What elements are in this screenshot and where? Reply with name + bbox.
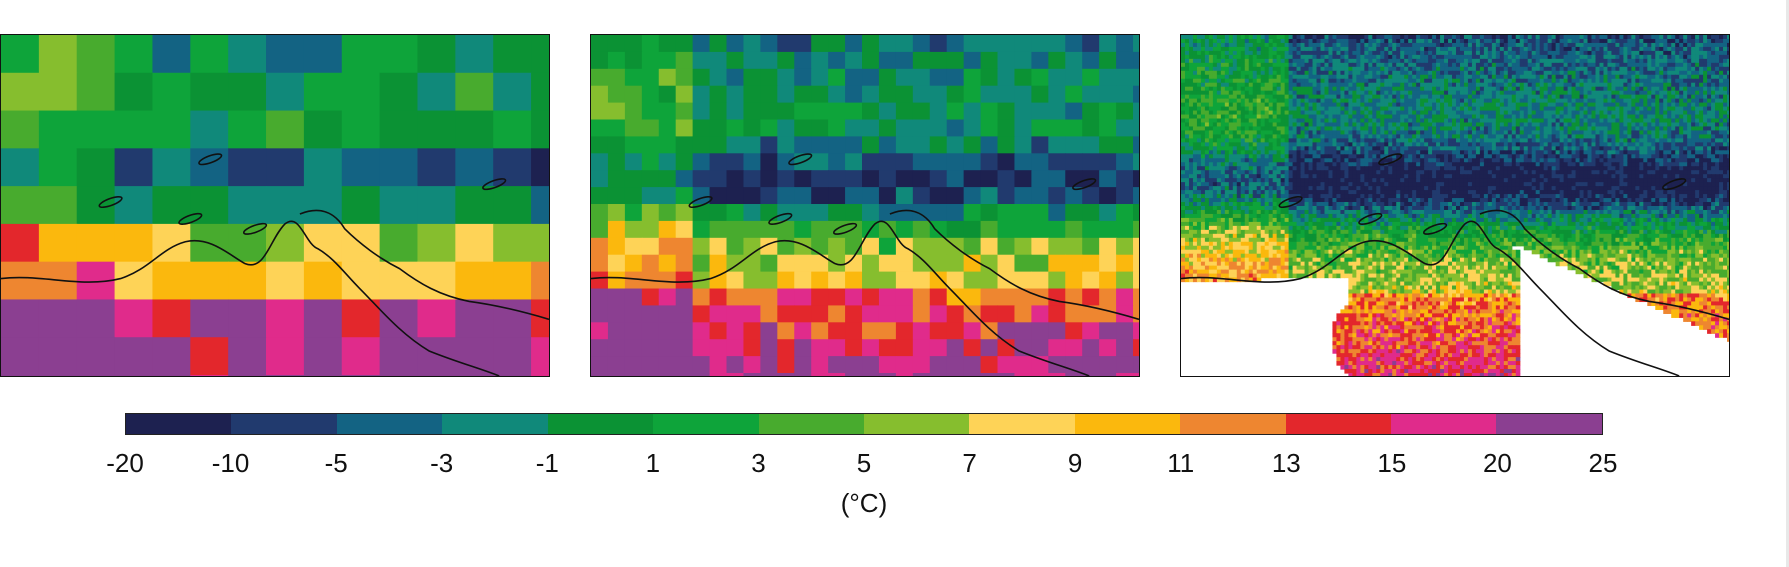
colorbar-segment <box>1286 414 1391 434</box>
colorbar-tick: 5 <box>857 448 871 479</box>
colorbar-tick: -5 <box>325 448 348 479</box>
colorbar-segment <box>653 414 758 434</box>
colorbar-segment <box>337 414 442 434</box>
colorbar-segment <box>1075 414 1180 434</box>
colorbar-tick: 25 <box>1589 448 1618 479</box>
colorbar-tick: 1 <box>646 448 660 479</box>
colorbar-segment <box>442 414 547 434</box>
colorbar-segment <box>1496 414 1601 434</box>
colorbar-tick: 15 <box>1377 448 1406 479</box>
colorbar-segment <box>1180 414 1285 434</box>
colorbar-segment <box>126 414 231 434</box>
temperature-colorbar <box>125 413 1603 435</box>
map-panel-2 <box>590 34 1140 377</box>
colorbar-tick: -20 <box>106 448 144 479</box>
map-grid-1 <box>1 35 549 376</box>
colorbar-tick: 7 <box>962 448 976 479</box>
colorbar-tick: -3 <box>430 448 453 479</box>
temperature-grid <box>591 35 1139 376</box>
map-panel-3 <box>1180 34 1730 377</box>
colorbar-tick: 11 <box>1167 448 1194 479</box>
colorbar-segment <box>548 414 653 434</box>
colorbar-segment <box>231 414 336 434</box>
colorbar-unit-label: (°C) <box>0 488 1728 519</box>
colorbar-tick: 9 <box>1068 448 1082 479</box>
colorbar-segment <box>1391 414 1496 434</box>
colorbar-tick: -1 <box>536 448 559 479</box>
colorbar-tick-labels: -20 -10 -5 -3 -1 1 3 5 7 9 11 13 15 20 25 <box>125 448 1603 480</box>
colorbar-tick: 20 <box>1483 448 1512 479</box>
colorbar-tick: -10 <box>212 448 250 479</box>
colorbar-segment <box>969 414 1074 434</box>
colorbar-segment <box>759 414 864 434</box>
colorbar-tick: 13 <box>1272 448 1301 479</box>
temperature-grid <box>1 35 549 376</box>
colorbar-segment <box>864 414 969 434</box>
map-grid-3 <box>1181 35 1729 376</box>
map-panel-1 <box>0 34 550 377</box>
temperature-grid <box>1181 35 1729 376</box>
map-grid-2 <box>591 35 1139 376</box>
colorbar-tick: 3 <box>751 448 765 479</box>
